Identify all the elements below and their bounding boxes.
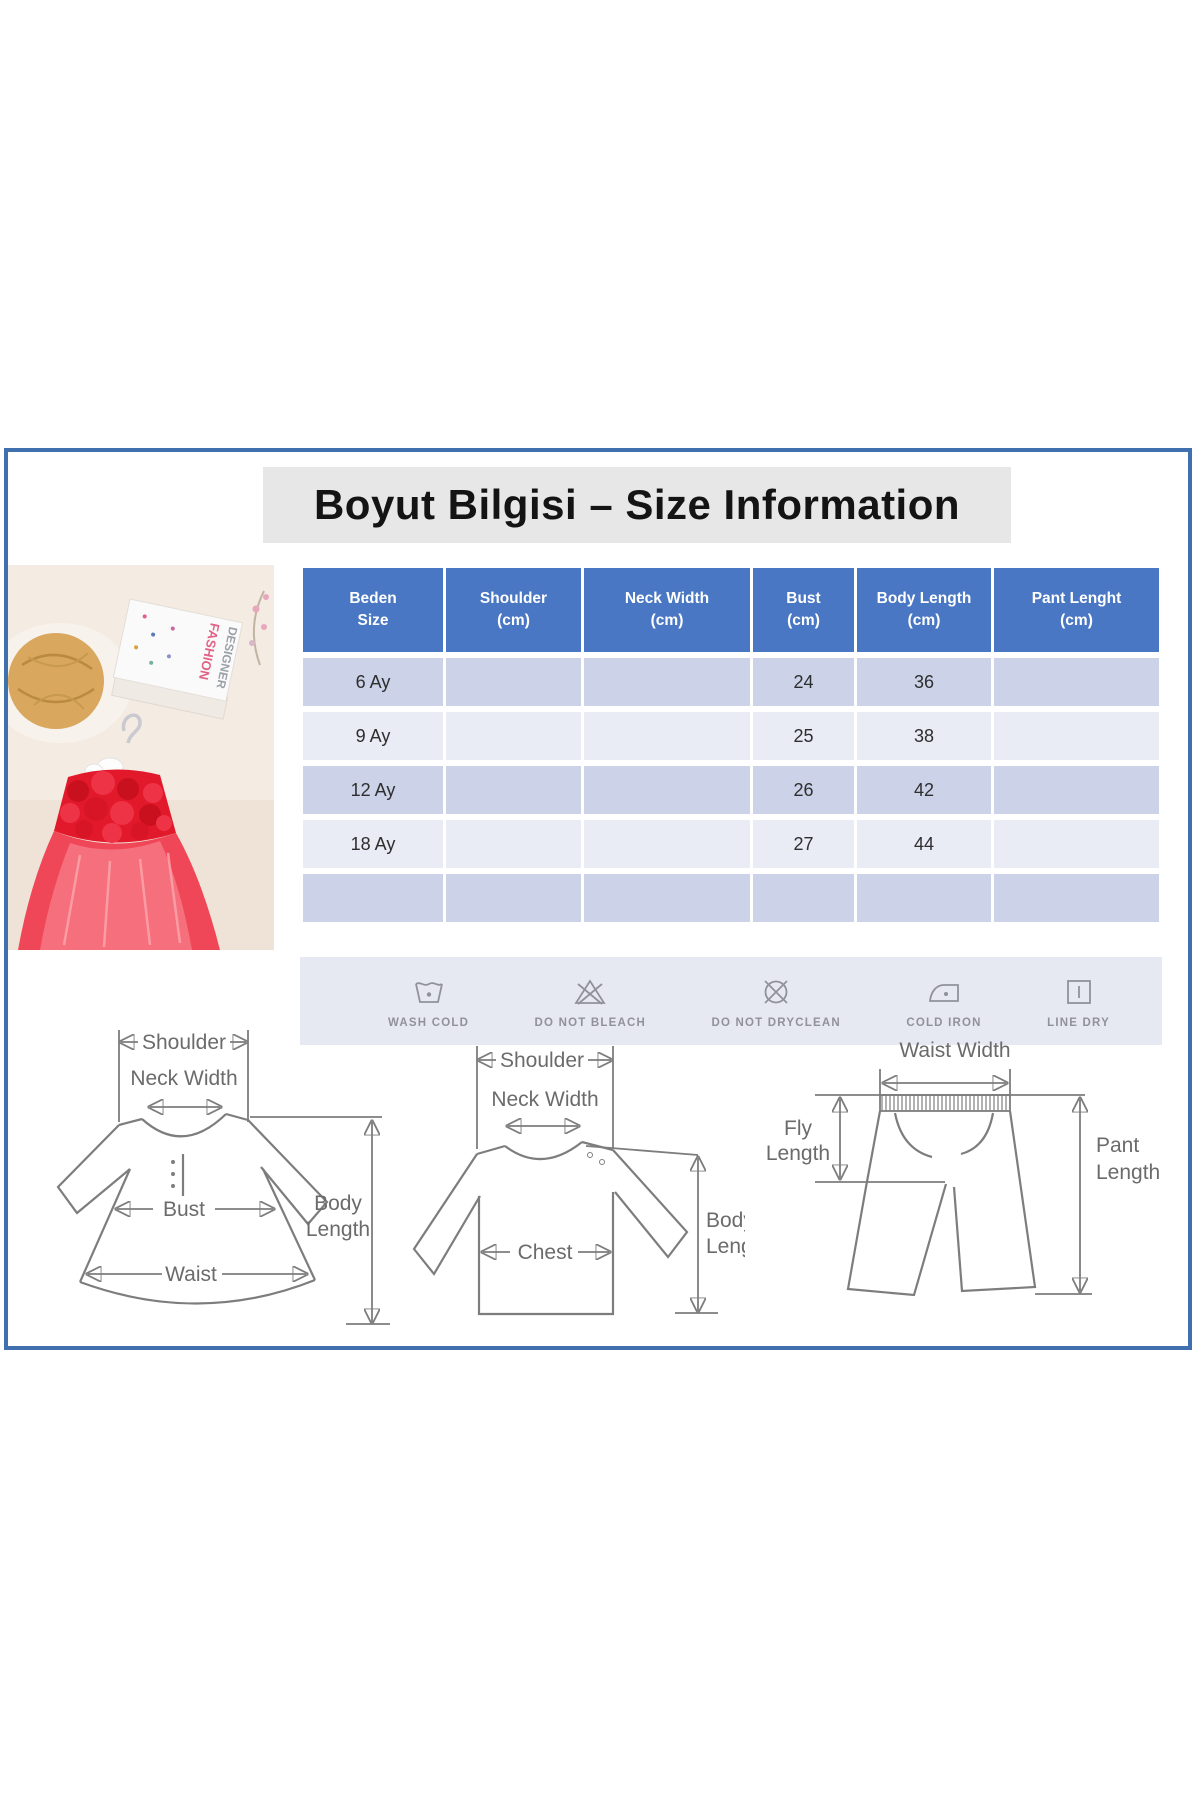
pants-fly-length-label-1: Fly: [784, 1117, 812, 1140]
table-row: 9 Ay 25 38: [303, 712, 1159, 760]
cell-neck-width: [584, 658, 750, 706]
cell-pant-length: [994, 766, 1159, 814]
table-row-empty: [303, 874, 1159, 922]
size-table: Beden Size Shoulder (cm) Neck Width (cm) Bu…: [300, 562, 1162, 928]
cell-neck-width: [584, 820, 750, 868]
care-item-wash-cold: WASH COLD: [388, 974, 469, 1029]
dress-shoulder-label: Shoulder: [142, 1031, 226, 1054]
care-label: LINE DRY: [1047, 1016, 1110, 1029]
cell-shoulder: [446, 658, 581, 706]
shirt-outline: [412, 1140, 689, 1316]
fashion-books: FASHION DESIGNER: [110, 598, 244, 720]
page-title: Boyut Bilgisi – Size Information: [313, 481, 961, 528]
shirt-measurement-diagram: Shoulder Neck Width Chest Body Length: [412, 1046, 745, 1316]
title-banner: Boyut Bilgisi – Size Information: [263, 467, 1011, 543]
straw-basket: [8, 623, 132, 743]
dress-outline: [56, 1112, 329, 1305]
shirt-neck-width-label: Neck Width: [491, 1088, 598, 1111]
care-label: COLD IRON: [906, 1016, 982, 1029]
care-item-cold-iron: COLD IRON: [906, 974, 981, 1029]
care-label: WASH COLD: [388, 1016, 470, 1029]
wash-cold-icon: [414, 981, 443, 1003]
line-dry-icon: [1066, 979, 1091, 1004]
table-row: 12 Ay 26 42: [303, 766, 1159, 814]
cell-shoulder: [446, 766, 581, 814]
cell-body-length: 42: [857, 766, 991, 814]
col-header-pant-length: Pant Lenght (cm): [994, 568, 1159, 652]
dress-body-length-label-1: Body: [314, 1192, 362, 1215]
do-not-dryclean-icon: [764, 979, 788, 1004]
col-header-shoulder: Shoulder (cm): [446, 568, 581, 652]
cell-bust: 27: [753, 820, 854, 868]
shirt-body-length-label-1: Body: [706, 1209, 745, 1232]
cell-bust: 24: [753, 658, 854, 706]
shirt-body-length-label-2: Length: [706, 1235, 745, 1258]
care-item-do-not-dryclean: DO NOT DRYCLEAN: [711, 974, 840, 1029]
size-chart-frame: Boyut Bilgisi – Size Information FASHION…: [4, 448, 1192, 1350]
cell-pant-length: [994, 658, 1159, 706]
col-header-body-length: Body Length (cm): [857, 568, 991, 652]
cell-body-length: 38: [857, 712, 991, 760]
dress-waist-label: Waist: [165, 1263, 217, 1286]
care-item-do-not-bleach: DO NOT BLEACH: [535, 974, 646, 1029]
flower-sprig: [249, 590, 269, 666]
table-row: 18 Ay 27 44: [303, 820, 1159, 868]
cell-bust: 25: [753, 712, 854, 760]
table-row: 6 Ay 24 36: [303, 658, 1159, 706]
cell-shoulder: [446, 712, 581, 760]
pants-measurement-diagram: Waist Width Fly Length Pant Length: [766, 1039, 1160, 1297]
col-header-bust: Bust (cm): [753, 568, 854, 652]
pants-waist-width-label: Waist Width: [899, 1039, 1010, 1062]
shirt-shoulder-label: Shoulder: [500, 1049, 584, 1072]
col-header-beden-size: Beden Size: [303, 568, 443, 652]
shirt-chest-label: Chest: [518, 1241, 573, 1264]
pants-pant-length-label-2: Length: [1096, 1161, 1160, 1184]
cell-neck-width: [584, 712, 750, 760]
cell-body-length: 36: [857, 658, 991, 706]
table-header-row: Beden Size Shoulder (cm) Neck Width (cm) Bu…: [303, 568, 1159, 652]
pants-waistband: [879, 1094, 1011, 1112]
product-photo: FASHION DESIGNER: [8, 565, 274, 950]
dress-neck-width-label: Neck Width: [130, 1067, 237, 1090]
care-label: DO NOT BLEACH: [534, 1016, 646, 1029]
cell-neck-width: [584, 766, 750, 814]
cold-iron-icon: [928, 983, 959, 1002]
cell-body-length: 44: [857, 820, 991, 868]
dress-bust-label: Bust: [163, 1198, 205, 1221]
cell-pant-length: [994, 712, 1159, 760]
pants-pant-length-label-1: Pant: [1096, 1134, 1139, 1157]
cell-size: 12 Ay: [303, 766, 443, 814]
care-instructions-strip: WASH COLD DO NOT BLEACH DO NOT DRYCLEAN …: [300, 957, 1162, 1045]
pants-fly-length-label-2: Length: [766, 1142, 830, 1165]
cell-size: 6 Ay: [303, 658, 443, 706]
care-item-line-dry: LINE DRY: [1047, 974, 1110, 1029]
care-label: DO NOT DRYCLEAN: [711, 1016, 841, 1029]
cell-size: 18 Ay: [303, 820, 443, 868]
red-dress: [18, 769, 220, 950]
col-header-neck-width: Neck Width (cm): [584, 568, 750, 652]
cell-shoulder: [446, 820, 581, 868]
dress-body-length-label-2: Length: [306, 1218, 370, 1241]
cell-pant-length: [994, 820, 1159, 868]
pants-outline: [846, 1110, 1037, 1297]
do-not-bleach-icon: [574, 978, 606, 1005]
cell-size: 9 Ay: [303, 712, 443, 760]
cell-bust: 26: [753, 766, 854, 814]
dress-measurement-diagram: Shoulder Neck Width Bust Waist Body Leng…: [56, 1030, 390, 1325]
